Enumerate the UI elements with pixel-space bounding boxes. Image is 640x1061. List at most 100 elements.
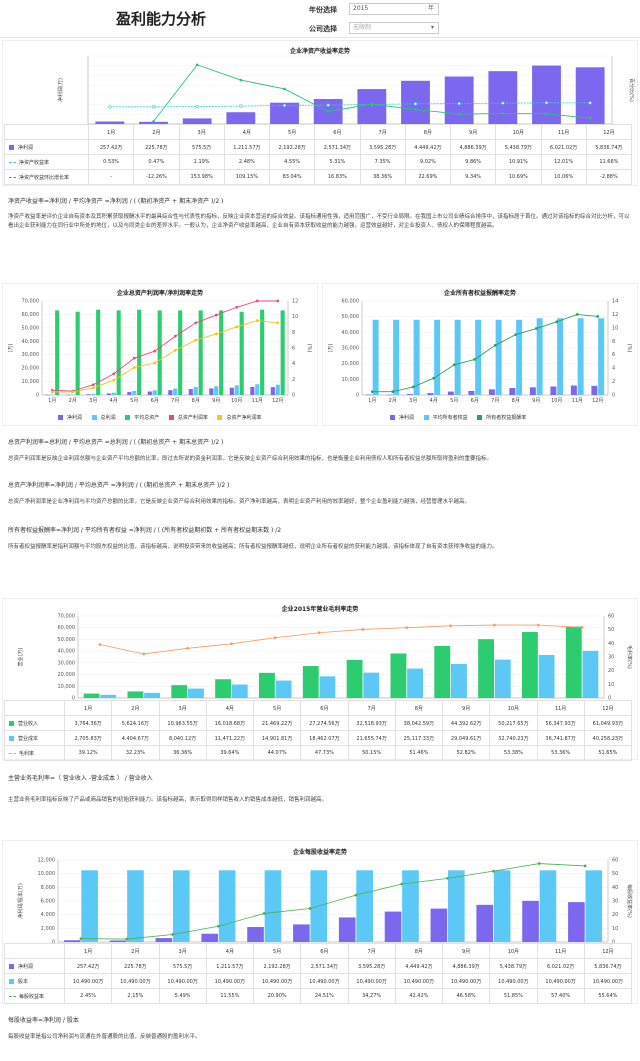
y-tick-label: 60,000 [58, 625, 76, 631]
series-line [109, 102, 591, 108]
data-point [142, 652, 146, 656]
table-cell: 34.27% [347, 988, 396, 1004]
data-point [596, 314, 600, 318]
bar [215, 679, 232, 698]
gm-table: 1月 2月 3月 4月 5月 6月 7月 8月 9月 10月 11月 12月 营业收入 3,764.36… [4, 700, 633, 761]
x-tick-label: 10月 [551, 398, 562, 404]
y-tick-label: 70,000 [58, 614, 76, 620]
data-point [112, 378, 116, 382]
x-tick-label: 12月 [592, 398, 603, 404]
column-header: 10月 [489, 943, 538, 959]
table-cell: 1,211.57万 [205, 958, 255, 974]
gm-chart: 0 10,000 20,000 30,000 40,000 50,000 60,000 70,… [17, 614, 633, 702]
column-header: 1月 [87, 124, 135, 140]
bar [521, 631, 538, 698]
y2-tick-label: 20 [612, 912, 618, 918]
y-axis-label: 净利润(万) [57, 78, 64, 102]
bar [173, 388, 178, 395]
y2-tick-label: 0 [612, 940, 615, 946]
table-header-row: 1月 2月 3月 4月 5月 6月 7月 8月 9月 10月 11月 12月 [4, 700, 633, 716]
y2-tick-label: 10 [292, 314, 298, 320]
bar [45, 394, 50, 396]
page-title: 盈利能力分析 [116, 10, 207, 28]
table-cell: 2,705.83万 [63, 730, 113, 746]
bar [386, 394, 393, 396]
data-point [195, 104, 199, 109]
table-cell: 36,741.87万 [536, 730, 585, 746]
y2-tick-label: 60 [608, 614, 614, 620]
data-point [473, 357, 477, 361]
bar [155, 938, 173, 942]
table-cell: 10,490.00万 [252, 973, 302, 989]
table-cell: 42.42% [394, 988, 444, 1004]
data-point [575, 312, 579, 316]
data-point [446, 876, 450, 880]
bar [231, 684, 248, 698]
bar [493, 870, 511, 942]
bar [182, 118, 212, 124]
table-cell: 38,042.59万 [394, 715, 444, 731]
y2-tick-label: 2 [292, 377, 295, 383]
bar [219, 310, 224, 395]
table-cell: 11.66% [585, 154, 633, 170]
page-header: 盈利能力分析 年份选择 2015 年 公司选择 无限制 ▾ [0, 0, 640, 38]
column-header: 7月 [347, 943, 396, 959]
x-tick-label: 12月 [272, 398, 283, 404]
legend-swatch [9, 144, 14, 150]
data-point [91, 383, 95, 387]
bar [434, 319, 441, 395]
table-cell: 25,117.33万 [394, 730, 444, 746]
bar [168, 390, 173, 395]
table-cell: 2,571.34万 [314, 139, 361, 155]
y2-axis-label: (%) [626, 344, 632, 353]
y2-tick-label: 10 [608, 682, 614, 688]
y2-tick-label: 20 [608, 668, 614, 674]
bar [430, 908, 448, 942]
bar [539, 870, 557, 942]
column-header: 6月 [314, 124, 361, 140]
bar [214, 386, 219, 395]
table-cell: 22.69% [404, 169, 452, 185]
y2-tick-label: 50 [608, 627, 614, 633]
data-point [171, 933, 175, 936]
table-cell: 10,490.00万 [158, 973, 207, 989]
table-cell: 11.55% [205, 988, 255, 1004]
bar [478, 639, 495, 698]
y-tick-label: 2,000 [41, 926, 55, 932]
bar [280, 310, 285, 395]
table-cell: 53.38% [489, 745, 538, 761]
table-cell: 10,490.00万 [489, 973, 538, 989]
bar [582, 650, 599, 698]
company-select[interactable]: 无限制 ▾ [349, 22, 439, 34]
data-point [132, 356, 136, 360]
y2-tick-label: 4 [612, 366, 615, 372]
table-cell: 5,624.16万 [111, 715, 160, 731]
table-cell: 10,490.00万 [111, 973, 160, 989]
y-tick-label: 30,000 [342, 346, 360, 352]
column-header: 11月 [536, 943, 585, 959]
series-line [80, 863, 586, 940]
data-point [493, 343, 497, 347]
data-point [262, 911, 266, 915]
y2-axis-label: (%) [306, 344, 312, 353]
bar [529, 387, 536, 395]
y-axis-label: (万) [8, 344, 14, 353]
table-cell: 4,886.39万 [441, 958, 491, 974]
bar [302, 666, 319, 698]
year-select[interactable]: 2015 年 [349, 3, 439, 15]
data-point [514, 333, 518, 337]
table-cell: 55.64% [583, 988, 633, 1004]
table-cell: 3,764.36万 [63, 715, 113, 731]
bar [476, 904, 494, 942]
bar [393, 319, 400, 395]
column-header: 10月 [495, 124, 542, 140]
y-tick-label: 12,000 [38, 858, 56, 864]
y-tick-label: 40,000 [22, 339, 40, 345]
y-tick-label: 8,000 [41, 885, 55, 891]
eps-chart: 0 2,000 4,000 6,000 8,000 10,000 12,000 0 10 20 30… [17, 858, 633, 946]
bar [338, 917, 356, 942]
bar [70, 394, 75, 396]
y2-tick-label: 14 [612, 299, 618, 305]
bar [346, 659, 363, 698]
bar [91, 393, 96, 395]
